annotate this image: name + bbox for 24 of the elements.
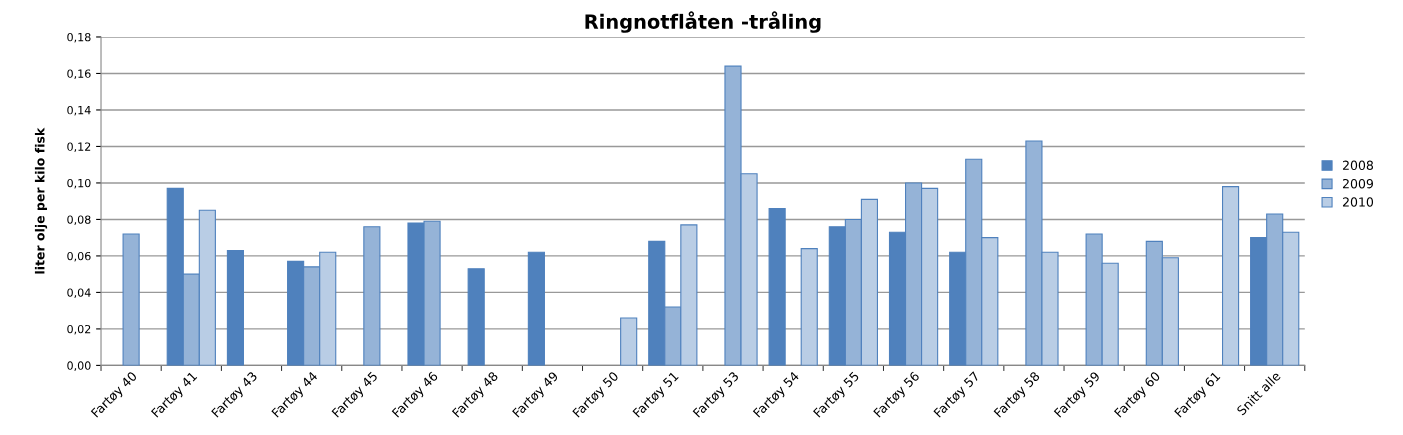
- bar: [467, 268, 485, 366]
- y-tick-label: 0,08: [67, 215, 91, 225]
- y-tick-label: 0,12: [67, 142, 91, 152]
- chart-title: Ringnotflåten -tråling: [585, 11, 821, 33]
- legend-label: 2009: [1342, 178, 1373, 189]
- y-tick-label: 0,16: [67, 69, 91, 79]
- y-tick-label: 0,18: [67, 32, 91, 43]
- bar: [122, 233, 140, 366]
- legend-label: 2010: [1342, 197, 1374, 207]
- bar: [620, 317, 638, 366]
- y-tick-label: 0,06: [67, 251, 91, 262]
- bar: [363, 226, 381, 366]
- bar: [527, 251, 545, 366]
- y-axis-title: liter olje per kilo fisk: [34, 127, 48, 274]
- y-tick-label: 0,04: [67, 288, 91, 298]
- legend-label: 2008: [1342, 160, 1374, 171]
- bar: [1221, 186, 1240, 366]
- y-tick-label: 0,02: [67, 324, 91, 335]
- y-tick-label: 0,14: [67, 105, 91, 116]
- bar: [800, 248, 818, 366]
- bar: [226, 249, 245, 366]
- y-tick-label: 0,00: [67, 361, 91, 371]
- y-tick-label: 0,10: [67, 178, 91, 189]
- bar: [768, 207, 786, 366]
